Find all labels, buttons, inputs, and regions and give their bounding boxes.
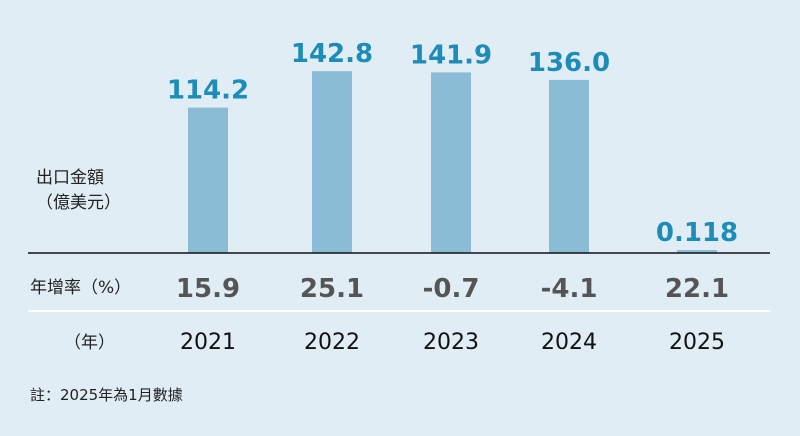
year-label-2023: 2023 <box>423 330 479 355</box>
year-row-label: （年） <box>64 333 115 353</box>
y-axis-label-line-2: （億美元） <box>36 193 121 213</box>
growth-rate-2024: -4.1 <box>541 274 598 304</box>
growth-rate-2023: -0.7 <box>423 274 480 304</box>
bars-group <box>188 71 717 253</box>
value-label-2021: 114.2 <box>167 76 249 106</box>
growth-rates-group: 15.9 25.1 -0.7 -4.1 22.1 <box>176 274 729 304</box>
growth-rate-2021: 15.9 <box>176 274 240 304</box>
year-label-2021: 2021 <box>180 330 236 355</box>
y-axis-label: 出口金額 （億美元） <box>36 166 121 216</box>
growth-rate-row-label: 年增率（%） <box>30 278 132 298</box>
bar-2022 <box>312 71 352 253</box>
bar-2023 <box>431 72 471 253</box>
value-label-2022: 142.8 <box>291 39 373 69</box>
bar-2024 <box>549 79 589 253</box>
year-labels-group: 2021 2022 2023 2024 2025 <box>180 330 725 355</box>
footnote: 註：2025年為1月數據 <box>30 386 183 404</box>
y-axis-label-line-1: 出口金額 <box>36 168 104 188</box>
year-label-2025: 2025 <box>669 330 725 355</box>
year-label-2022: 2022 <box>304 330 360 355</box>
growth-rate-2022: 25.1 <box>300 274 364 304</box>
growth-rate-2025: 22.1 <box>665 274 729 304</box>
value-label-2023: 141.9 <box>410 40 492 70</box>
bar-2021 <box>188 107 228 253</box>
year-label-2024: 2024 <box>541 330 597 355</box>
value-label-2025: 0.118 <box>656 218 738 248</box>
value-label-2024: 136.0 <box>528 48 610 78</box>
value-labels-group: 114.2 142.8 141.9 136.0 0.118 <box>167 39 738 248</box>
bar-2025 <box>677 250 717 253</box>
